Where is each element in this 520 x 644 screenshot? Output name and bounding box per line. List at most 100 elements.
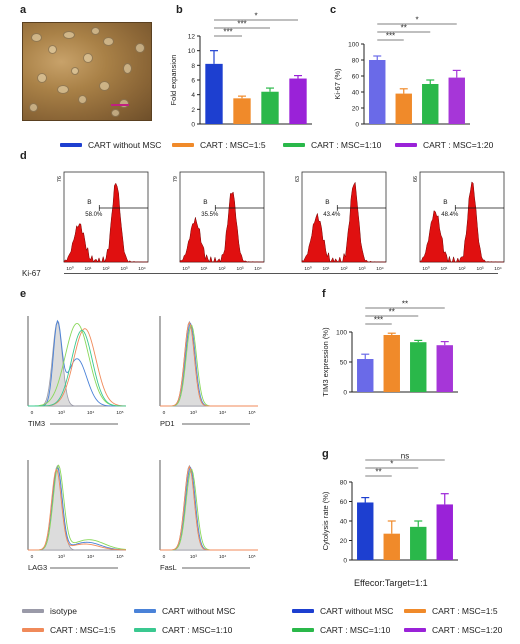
- series-histogram: [160, 466, 258, 551]
- chart-e: 0 10³ 10⁴ 10⁵ TIM3 0 10³ 10⁴ 10⁵ PD1 0 10³ 10⁴ 10⁵ LAG…: [27, 316, 258, 572]
- gate-percentage: 35.5%: [201, 212, 219, 218]
- marker-label: TIM3: [28, 419, 45, 428]
- legend-e-item: CART without MSC: [134, 606, 235, 616]
- legend-label: CART without MSC: [88, 140, 162, 150]
- significance-label: ***: [374, 316, 383, 325]
- y-tick-label: 10: [188, 48, 196, 55]
- x-tick-label: 0: [31, 554, 34, 560]
- x-tick-label: 10²: [459, 266, 466, 272]
- bar: [395, 93, 412, 124]
- y-axis-label: Ki-67 (%): [333, 68, 342, 100]
- significance-label: **: [375, 468, 381, 477]
- panel-label-d: d: [20, 150, 27, 162]
- significance-label: **: [401, 24, 407, 33]
- series-histogram: [27, 322, 127, 407]
- x-tick-label: 10³: [359, 266, 366, 272]
- significance-label: ***: [237, 20, 246, 29]
- y-tick-label: 60: [340, 499, 348, 506]
- x-tick-label: 0: [163, 554, 166, 560]
- bar: [357, 359, 374, 392]
- histogram-fill: [63, 182, 148, 263]
- legend-label: CART : MSC=1:5: [50, 625, 116, 635]
- y-tick-label: 100: [348, 42, 359, 49]
- legend-swatch: [134, 628, 156, 632]
- x-tick-label: 10⁴: [494, 266, 501, 272]
- series-histogram: [28, 328, 127, 407]
- y-axis-label: Cytolysis rate (%): [321, 491, 330, 550]
- y-tick-label: 4: [191, 92, 195, 99]
- x-tick-label: 0: [31, 410, 34, 416]
- series-histogram: [28, 319, 126, 407]
- legend-swatch: [404, 628, 426, 632]
- y-max-label: 66: [413, 176, 419, 182]
- legend-top-item: CART : MSC=1:10: [283, 140, 381, 150]
- legend-swatch: [283, 143, 305, 147]
- y-axis-label: Fold expansion: [170, 55, 178, 106]
- bar: [205, 63, 223, 124]
- series-histogram: [160, 465, 258, 551]
- legend-label: CART without MSC: [320, 606, 394, 616]
- chart-d-xlabel: Ki-67: [22, 269, 41, 278]
- legend-swatch: [60, 143, 82, 147]
- legend-swatch: [395, 143, 417, 147]
- histogram-fill: [301, 181, 387, 263]
- series-histogram: [160, 322, 258, 407]
- y-tick-label: 8: [191, 63, 195, 70]
- y-tick-label: 0: [191, 122, 195, 129]
- x-tick-label: 10¹: [441, 266, 448, 272]
- x-tick-label: 10⁵: [116, 554, 123, 560]
- chart-d-xaxis-line: [64, 273, 498, 274]
- legend-top-item: CART without MSC: [60, 140, 161, 150]
- bar: [436, 345, 453, 392]
- y-tick-label: 50: [340, 360, 348, 367]
- series-histogram: [160, 468, 258, 551]
- y-tick-label: 2: [191, 107, 195, 114]
- y-tick-label: 60: [352, 74, 360, 81]
- y-tick-label: 80: [352, 58, 360, 65]
- x-tick-label: 10¹: [323, 266, 330, 272]
- series-histogram: [160, 324, 258, 407]
- legend-swatch: [172, 143, 194, 147]
- y-tick-label: 0: [343, 558, 347, 565]
- y-max-label: 76: [57, 176, 63, 182]
- bar: [261, 91, 279, 124]
- x-tick-label: 10²: [341, 266, 348, 272]
- series-histogram: [28, 329, 127, 407]
- legend-e-item: CART : MSC=1:10: [134, 625, 232, 635]
- panel-label-b: b: [176, 4, 183, 16]
- x-tick-label: 10⁴: [254, 266, 261, 272]
- x-tick-label: 10²: [219, 266, 226, 272]
- y-axis-label: TIM3 expression (%): [321, 327, 330, 397]
- x-tick-label: 10⁴: [87, 554, 94, 560]
- y-tick-label: 0: [343, 390, 347, 397]
- bar: [289, 78, 307, 124]
- legend-swatch: [292, 609, 314, 613]
- gate-label: B: [443, 199, 447, 206]
- significance-label: **: [389, 308, 395, 317]
- legend-label: CART : MSC=1:10: [162, 625, 233, 635]
- gate-label: B: [325, 199, 329, 206]
- x-tick-label: 10⁰: [304, 266, 311, 272]
- legend-label: CART : MSC=1:10: [311, 140, 382, 150]
- legend-label: CART without MSC: [162, 606, 236, 616]
- y-tick-label: 0: [355, 122, 359, 129]
- significance-label: *: [415, 16, 418, 25]
- y-tick-label: 6: [191, 78, 195, 85]
- bar: [422, 84, 439, 124]
- bar: [436, 504, 453, 560]
- x-tick-label: 10¹: [201, 266, 208, 272]
- series-histogram: [27, 464, 127, 551]
- x-tick-label: 10³: [190, 410, 197, 416]
- legend-label: CART : MSC=1:5: [200, 140, 266, 150]
- y-max-label: 79: [173, 176, 179, 182]
- bar: [383, 533, 400, 560]
- x-tick-label: 10⁴: [138, 266, 145, 272]
- y-tick-label: 80: [340, 480, 348, 487]
- gate-label: B: [203, 199, 207, 206]
- legend-label: CART : MSC=1:20: [423, 140, 494, 150]
- legend-e-item: isotype: [22, 606, 77, 616]
- chart-d: 76 B 58.0% 10⁰ 10¹ 10² 10³ 10⁴ 79 B 35.5% 10⁰ 10¹ 10²…: [57, 171, 505, 272]
- panel-label-c: c: [330, 4, 337, 16]
